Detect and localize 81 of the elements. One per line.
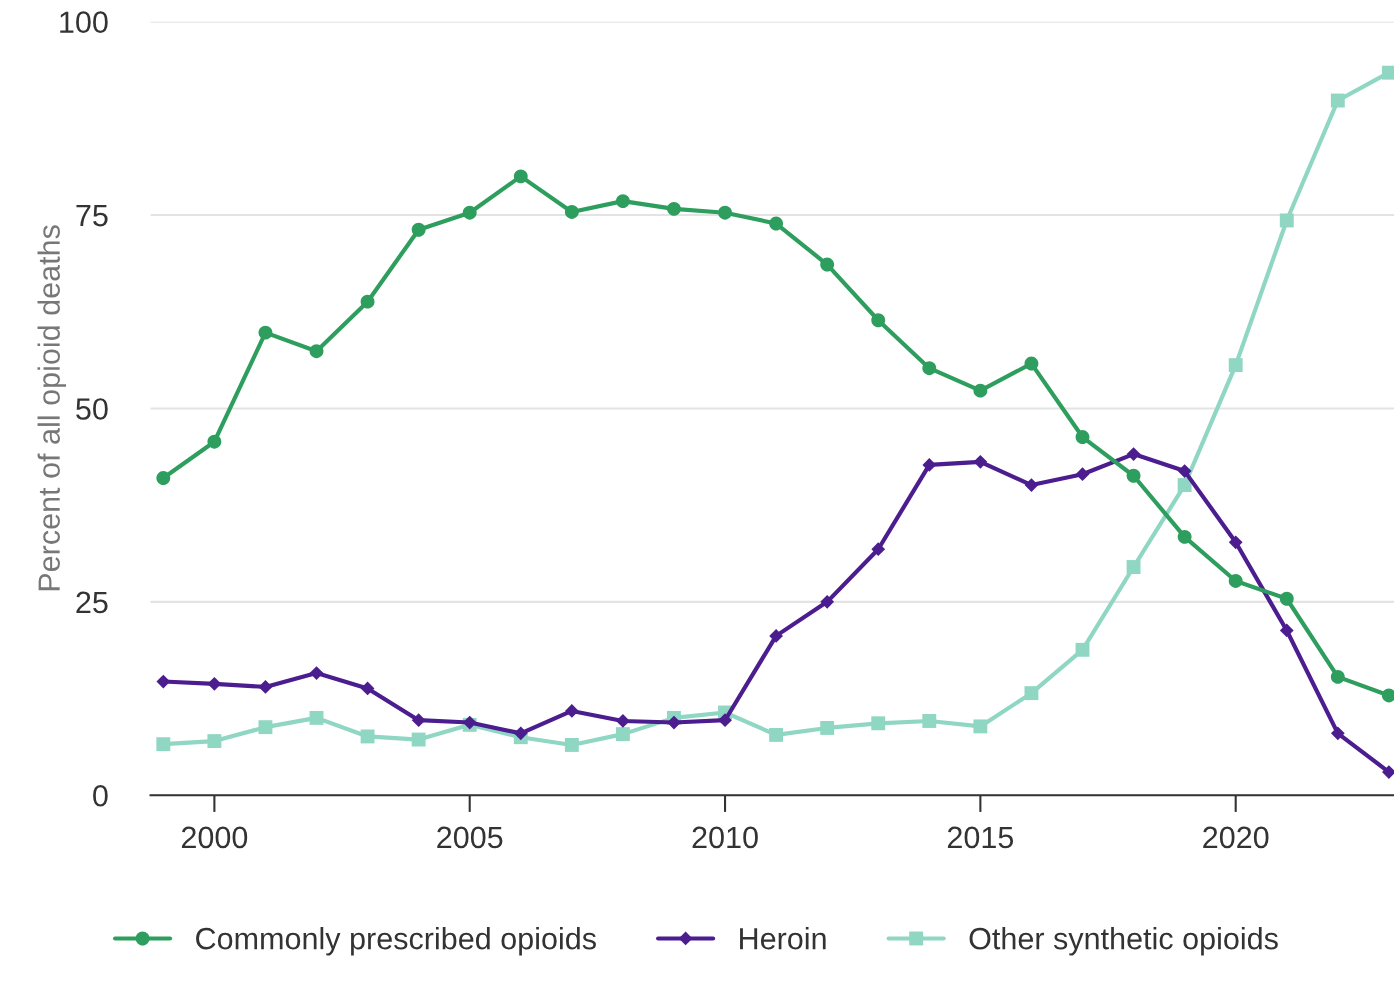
point	[1126, 560, 1141, 574]
legend-label: Other synthetic opioids	[969, 927, 1278, 956]
point	[309, 344, 324, 359]
point	[1075, 642, 1090, 657]
point	[1381, 65, 1394, 80]
legend-label: Commonly prescribed opioids	[196, 927, 596, 956]
point	[309, 710, 324, 725]
point	[360, 294, 375, 309]
point	[769, 216, 784, 231]
point	[615, 727, 630, 742]
point	[1024, 356, 1039, 371]
point	[513, 169, 528, 184]
point	[820, 594, 835, 609]
point	[360, 729, 375, 744]
point	[564, 204, 579, 219]
point	[820, 257, 835, 272]
point	[1228, 358, 1243, 373]
point	[207, 676, 222, 691]
point	[820, 721, 835, 735]
point	[258, 720, 273, 735]
point	[411, 222, 426, 237]
point	[871, 313, 886, 328]
point	[1279, 591, 1294, 606]
point	[667, 201, 681, 216]
y-axis-title: Percent of all opioid deaths	[37, 225, 66, 591]
point	[1177, 529, 1192, 544]
point	[922, 714, 937, 728]
x-tick-label: 2020	[1203, 826, 1269, 849]
point	[615, 194, 630, 209]
y-tick-label: 25	[76, 591, 108, 614]
point	[1381, 688, 1394, 703]
point	[462, 205, 477, 220]
x-tick-label: 2010	[692, 826, 758, 849]
point	[922, 458, 937, 472]
y-tick-label: 50	[76, 398, 108, 420]
legend-label: Heroin	[740, 927, 826, 950]
point	[871, 542, 886, 557]
y-tick-label: 75	[76, 205, 108, 227]
point	[1228, 535, 1243, 550]
point	[258, 325, 273, 340]
point	[1279, 623, 1294, 638]
point	[1126, 468, 1141, 483]
point	[922, 361, 937, 376]
point	[156, 471, 171, 486]
point	[1330, 93, 1345, 108]
point	[207, 434, 222, 449]
point	[1126, 447, 1141, 461]
point	[156, 674, 171, 689]
x-tick-label: 2015	[947, 826, 1014, 849]
point	[564, 704, 579, 718]
point	[564, 738, 579, 752]
point	[973, 383, 988, 398]
point	[1024, 478, 1039, 492]
y-tick-label: 0	[93, 784, 108, 807]
point	[769, 629, 783, 643]
point	[309, 666, 324, 680]
point	[1024, 686, 1039, 701]
point	[769, 727, 784, 742]
point	[1330, 669, 1345, 684]
point	[1330, 726, 1345, 741]
y-tick-label: 100	[60, 11, 108, 33]
x-tick-label: 2005	[437, 826, 503, 849]
point	[1177, 478, 1192, 492]
point	[513, 726, 528, 741]
point	[258, 680, 273, 694]
point	[411, 732, 426, 747]
point	[871, 716, 886, 731]
point	[1177, 464, 1192, 478]
point	[411, 713, 426, 728]
point	[1228, 574, 1243, 588]
point	[667, 715, 681, 730]
point	[1279, 213, 1294, 228]
point	[1075, 430, 1090, 445]
point	[718, 205, 732, 220]
x-tick-label: 2000	[181, 826, 248, 849]
point	[1075, 467, 1090, 482]
point	[207, 734, 222, 749]
point	[156, 737, 171, 752]
point	[973, 719, 988, 734]
point	[973, 454, 988, 469]
point	[718, 713, 732, 728]
